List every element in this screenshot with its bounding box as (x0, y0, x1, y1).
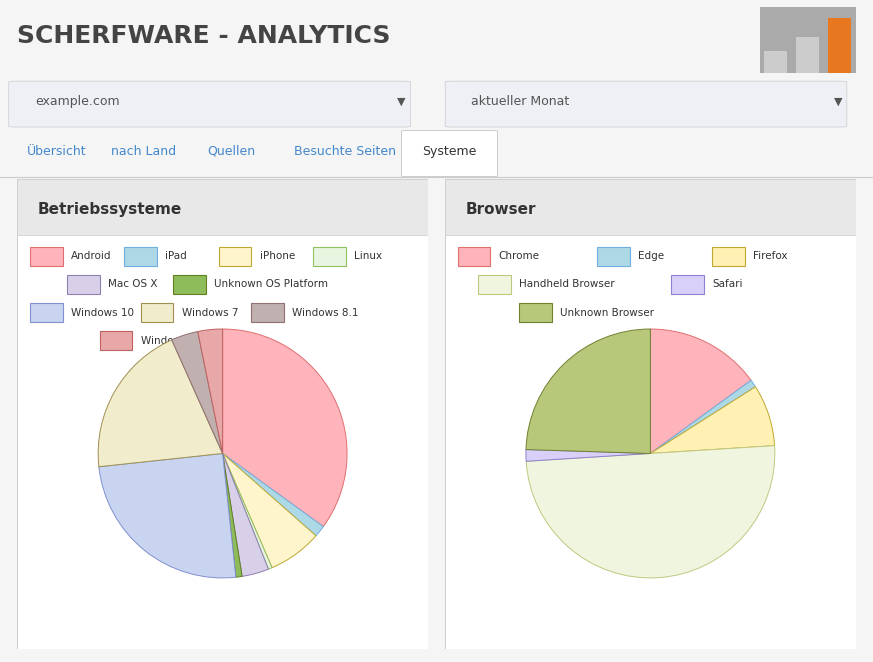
FancyBboxPatch shape (445, 81, 847, 127)
FancyBboxPatch shape (445, 179, 856, 235)
Text: Windows 8.1: Windows 8.1 (292, 308, 359, 318)
FancyBboxPatch shape (124, 247, 157, 265)
FancyBboxPatch shape (9, 81, 410, 127)
Text: Betriebssysteme: Betriebssysteme (38, 202, 182, 216)
FancyBboxPatch shape (670, 275, 704, 294)
FancyBboxPatch shape (17, 179, 428, 235)
FancyBboxPatch shape (30, 303, 63, 322)
Wedge shape (526, 446, 775, 578)
Text: Edge: Edge (638, 252, 664, 261)
Text: Systeme: Systeme (423, 145, 477, 158)
FancyBboxPatch shape (218, 247, 251, 265)
Text: Safari: Safari (711, 279, 742, 289)
FancyBboxPatch shape (445, 179, 856, 649)
Wedge shape (223, 329, 347, 527)
Text: Windows 7: Windows 7 (182, 308, 238, 318)
FancyBboxPatch shape (313, 247, 346, 265)
Wedge shape (223, 453, 268, 577)
Text: Firefox: Firefox (753, 252, 787, 261)
Text: iPad: iPad (165, 252, 187, 261)
Text: SW ANALYTIC: SW ANALYTIC (789, 0, 826, 1)
FancyBboxPatch shape (457, 247, 491, 265)
Text: Browser: Browser (466, 202, 536, 216)
Wedge shape (650, 387, 774, 453)
FancyBboxPatch shape (519, 303, 552, 322)
FancyBboxPatch shape (711, 247, 745, 265)
Wedge shape (650, 329, 751, 453)
Text: aktueller Monat: aktueller Monat (471, 95, 570, 108)
Bar (828, 18, 851, 73)
FancyBboxPatch shape (251, 303, 284, 322)
Text: Windows Vista: Windows Vista (141, 336, 217, 346)
Wedge shape (198, 329, 223, 453)
Text: iPhone: iPhone (259, 252, 295, 261)
Text: Unknown OS Platform: Unknown OS Platform (215, 279, 328, 289)
Wedge shape (223, 453, 316, 568)
Text: ▼: ▼ (834, 97, 842, 107)
Wedge shape (223, 453, 323, 536)
Bar (765, 51, 787, 73)
Wedge shape (526, 329, 650, 453)
Wedge shape (223, 453, 242, 577)
Text: nach Land: nach Land (112, 145, 176, 158)
FancyBboxPatch shape (66, 275, 100, 294)
Text: Linux: Linux (354, 252, 382, 261)
Text: Handheld Browser: Handheld Browser (519, 279, 615, 289)
Text: ▼: ▼ (397, 97, 406, 107)
Text: Chrome: Chrome (498, 252, 540, 261)
Wedge shape (98, 340, 223, 467)
FancyBboxPatch shape (174, 275, 206, 294)
Text: example.com: example.com (35, 95, 120, 108)
FancyBboxPatch shape (597, 247, 630, 265)
Text: Mac OS X: Mac OS X (107, 279, 157, 289)
Text: Quellen: Quellen (207, 145, 256, 158)
Wedge shape (650, 380, 755, 453)
Bar (796, 37, 819, 73)
FancyBboxPatch shape (17, 179, 428, 649)
Text: Windows 10: Windows 10 (71, 308, 134, 318)
Text: Unknown Browser: Unknown Browser (560, 308, 654, 318)
Text: Besuchte Seiten: Besuchte Seiten (294, 145, 395, 158)
Wedge shape (172, 332, 223, 453)
FancyBboxPatch shape (30, 247, 63, 265)
Wedge shape (99, 453, 236, 578)
FancyBboxPatch shape (100, 332, 133, 350)
Wedge shape (526, 449, 650, 461)
FancyBboxPatch shape (478, 275, 511, 294)
FancyBboxPatch shape (402, 130, 498, 177)
Text: Android: Android (71, 252, 111, 261)
Text: Übersicht: Übersicht (27, 145, 86, 158)
FancyBboxPatch shape (141, 303, 174, 322)
Text: SCHERFWARE - ANALYTICS: SCHERFWARE - ANALYTICS (17, 24, 391, 48)
Wedge shape (223, 453, 272, 569)
